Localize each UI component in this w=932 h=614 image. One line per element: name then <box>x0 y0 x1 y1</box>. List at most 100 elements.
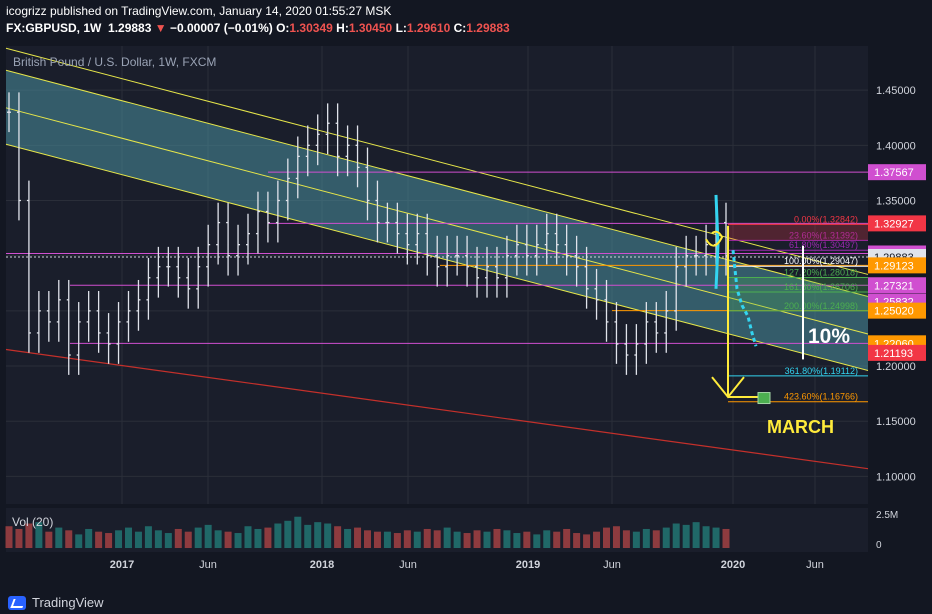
volume-bar <box>334 526 342 548</box>
symbol-info: FX:GBPUSD, 1W 1.29883 ▼ −0.00007 (−0.01%… <box>6 21 510 35</box>
volume-bar <box>563 528 571 548</box>
volume-bar <box>214 530 222 548</box>
open-label: O: <box>276 21 290 35</box>
price-tick-label: 1.15000 <box>876 416 916 428</box>
fib-label: 61.80%(1.30497) <box>789 240 858 250</box>
volume-bar <box>383 531 391 548</box>
last-price: 1.29883 <box>108 21 152 35</box>
volume-bar <box>433 530 441 548</box>
volume-bar <box>642 528 650 548</box>
volume-bar <box>722 528 730 548</box>
fib-zone <box>728 277 868 311</box>
symbol-name[interactable]: FX:GBPUSD, 1W <box>6 21 102 35</box>
fib-label: 127.20%(1.28018) <box>784 268 858 278</box>
open-value: 1.30349 <box>289 21 333 35</box>
volume-bar <box>264 527 272 548</box>
volume-bar <box>603 527 610 548</box>
volume-bar <box>622 530 630 548</box>
channel-line <box>5 69 869 298</box>
volume-bar <box>652 530 660 548</box>
volume-bar <box>304 524 312 548</box>
march-annotation: MARCH <box>767 417 834 437</box>
volume-bar <box>134 531 142 548</box>
level-badge <box>868 344 926 361</box>
volume-bar <box>314 522 322 548</box>
volume-bar <box>184 531 192 548</box>
volume-bar <box>25 523 33 548</box>
chart-title: British Pound / U.S. Dollar, 1W, FXCM <box>13 55 216 69</box>
time-tick-label: Jun <box>603 559 621 571</box>
volume-bar <box>234 533 242 548</box>
price-tick-label: 1.10000 <box>876 471 916 483</box>
close-value: 1.29883 <box>466 21 510 35</box>
level-badge-label: 1.27321 <box>874 280 914 292</box>
low-value: 1.29610 <box>406 21 451 35</box>
grid-lines <box>6 46 868 504</box>
fib-label: 423.60%(1.16766) <box>784 392 858 402</box>
support-trendline <box>5 348 869 470</box>
footer: TradingView <box>0 592 932 614</box>
tradingview-logo[interactable]: TradingView <box>8 595 104 610</box>
volume-bar <box>593 531 601 548</box>
fib-zone <box>728 223 868 241</box>
volume-bar <box>513 533 521 548</box>
volume-bar <box>483 531 491 548</box>
volume-bar <box>712 527 720 548</box>
volume-bar <box>523 531 531 548</box>
target-marker <box>757 392 771 405</box>
price-axis: 1.450001.400001.350001.300001.250001.200… <box>868 85 926 483</box>
fib-label: 0.00%(1.32842) <box>794 214 858 224</box>
volume-bar <box>105 533 113 548</box>
volume-bar <box>194 527 202 548</box>
volume-pane: 2.5M 0 <box>5 508 898 552</box>
volume-bar <box>254 528 262 548</box>
volume-bar <box>164 533 172 548</box>
percent-annotation: 10% <box>808 325 850 348</box>
volume-bar <box>204 524 212 548</box>
volume-bar <box>144 526 152 548</box>
volume-bar <box>45 531 53 548</box>
time-tick-label: Jun <box>399 559 417 571</box>
volume-bar <box>85 528 93 548</box>
volume-bar <box>224 531 232 548</box>
level-badge <box>868 257 926 274</box>
volume-bar <box>543 530 551 548</box>
fib-label: 23.60%(1.31392) <box>789 230 858 240</box>
volume-bar <box>35 522 43 548</box>
time-tick-label: 2019 <box>516 559 540 571</box>
volume-bar <box>284 520 292 548</box>
volume-bar <box>115 530 123 548</box>
regression-channel <box>5 47 869 470</box>
level-badge <box>868 302 926 319</box>
volume-bar <box>662 527 670 548</box>
volume-bar <box>453 531 461 548</box>
channel-line <box>5 107 869 335</box>
level-badge-label: 1.37567 <box>874 167 914 179</box>
price-tick-label: 1.45000 <box>876 85 916 97</box>
volume-bar <box>553 531 561 548</box>
tradingview-brand: TradingView <box>32 595 104 610</box>
volume-bar <box>274 523 282 548</box>
level-badge-label: 1.25020 <box>874 306 914 318</box>
fib-label: 100.00%(1.29047) <box>784 256 858 266</box>
channel-fill <box>6 70 868 371</box>
volume-bar <box>373 531 381 548</box>
low-label: L: <box>395 21 407 35</box>
volume-bar <box>463 533 471 548</box>
price-tick-label: 1.20000 <box>876 361 916 373</box>
time-axis: 2017 Jun 2018 Jun 2019 Jun 2020 Jun <box>110 559 824 571</box>
volume-bar <box>65 530 73 548</box>
curve-arrow <box>705 230 724 247</box>
close-label: C: <box>453 21 467 35</box>
published-info: icogrizz published on TradingView.com, J… <box>6 4 392 18</box>
price-change: −0.00007 (−0.01%) <box>169 21 273 35</box>
channel-line <box>5 47 869 275</box>
time-tick-label: Jun <box>199 559 217 571</box>
level-badge <box>868 215 926 232</box>
volume-bar <box>612 526 620 548</box>
volume-bar <box>154 530 162 548</box>
volume-bar <box>55 527 63 548</box>
price-tick-label: 1.40000 <box>876 140 916 152</box>
volume-bar <box>393 533 401 548</box>
level-badge-label: 1.29123 <box>874 260 914 272</box>
